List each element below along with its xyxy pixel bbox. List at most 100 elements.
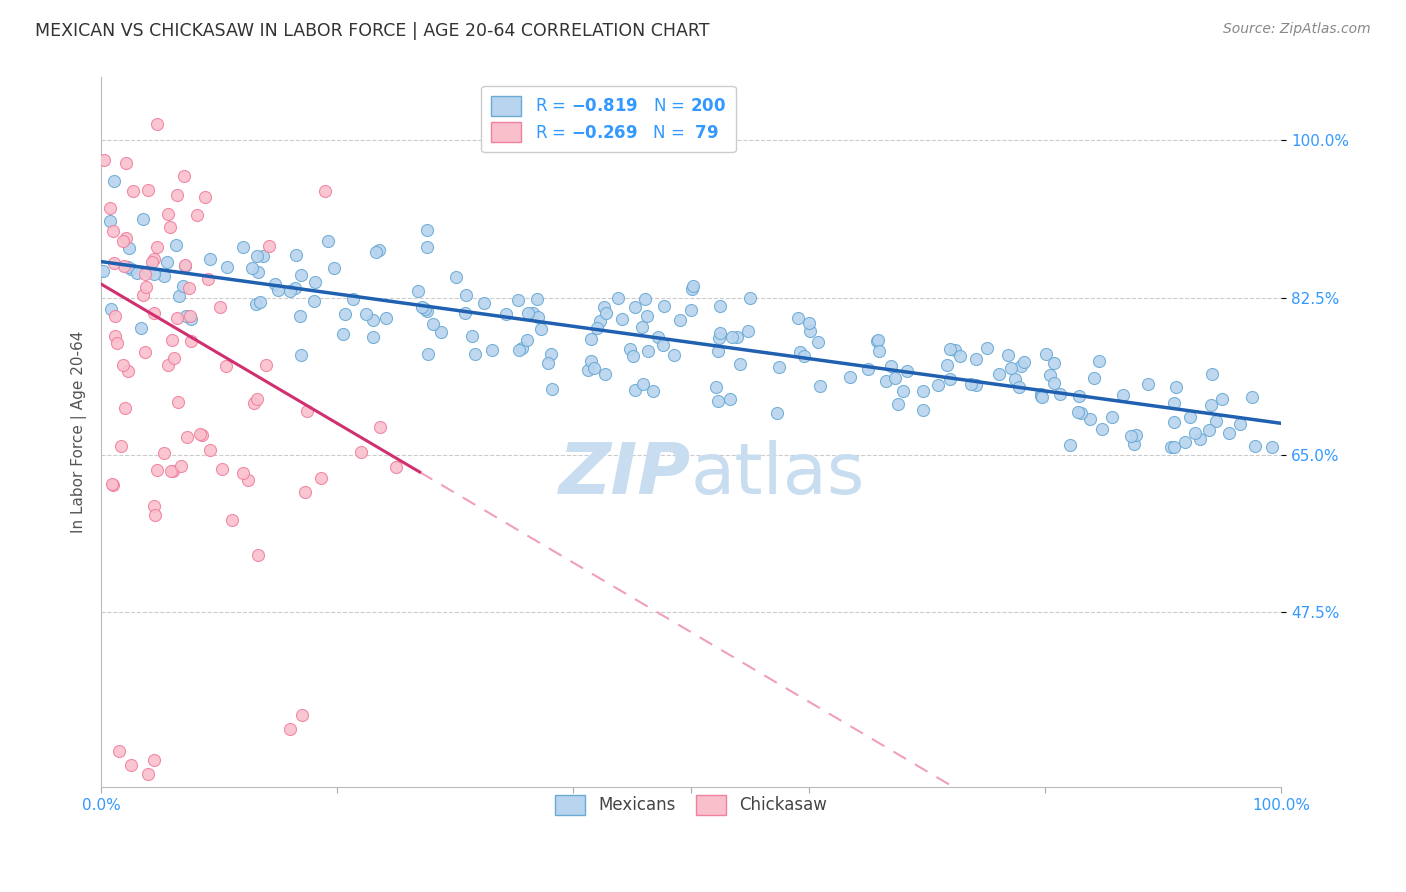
Point: [142, 252, 165, 267]
Point: [146, 240, 169, 254]
Point: [240, 260, 263, 275]
Point: [1043, 376, 1066, 390]
Point: [125, 267, 148, 281]
Point: [1211, 392, 1233, 406]
Point: [1244, 440, 1267, 454]
Point: [91, 264, 114, 278]
Point: [278, 722, 301, 736]
Point: [108, 744, 131, 758]
Point: [134, 344, 156, 359]
Point: [117, 364, 139, 378]
Point: [208, 300, 231, 314]
Point: [1163, 396, 1185, 410]
Point: [173, 258, 195, 272]
Point: [159, 220, 181, 235]
Point: [278, 285, 301, 299]
Point: [254, 358, 277, 372]
Point: [136, 183, 159, 197]
Point: [174, 260, 197, 274]
Point: [1043, 356, 1066, 370]
Point: [966, 378, 988, 392]
Point: [316, 235, 339, 249]
Point: [454, 287, 477, 301]
Point: [416, 223, 439, 237]
Point: [173, 169, 195, 184]
Point: [516, 333, 538, 347]
Point: [896, 364, 918, 378]
Point: [350, 445, 373, 459]
Point: [406, 285, 429, 299]
Point: [186, 208, 208, 222]
Point: [418, 346, 440, 360]
Point: [167, 288, 190, 302]
Point: [342, 292, 364, 306]
Point: [1004, 372, 1026, 386]
Point: [939, 342, 962, 356]
Point: [110, 438, 132, 452]
Point: [361, 330, 384, 344]
Point: [1112, 388, 1135, 402]
Point: [593, 300, 616, 314]
Point: [291, 708, 314, 723]
Point: [117, 260, 139, 275]
Point: [411, 300, 433, 314]
Point: [179, 310, 201, 324]
Point: [294, 485, 316, 500]
Point: [987, 367, 1010, 381]
Point: [1049, 386, 1071, 401]
Point: [120, 262, 142, 277]
Point: [709, 300, 731, 314]
Point: [194, 190, 217, 204]
Point: [911, 384, 934, 398]
Point: [1205, 414, 1227, 428]
Point: [838, 370, 860, 384]
Point: [156, 207, 179, 221]
Point: [252, 249, 274, 263]
Point: [163, 351, 186, 365]
Point: [143, 753, 166, 767]
Point: [246, 249, 269, 263]
Point: [1008, 380, 1031, 394]
Point: [541, 382, 564, 396]
Point: [1091, 422, 1114, 436]
Point: [1240, 391, 1263, 405]
Point: [122, 184, 145, 198]
Point: [354, 307, 377, 321]
Point: [172, 279, 194, 293]
Point: [118, 241, 141, 255]
Point: [180, 311, 202, 326]
Point: [174, 310, 197, 324]
Point: [138, 264, 160, 278]
Point: [737, 324, 759, 338]
Point: [160, 334, 183, 348]
Point: [728, 357, 751, 371]
Point: [943, 343, 966, 358]
Point: [536, 356, 558, 370]
Point: [105, 335, 128, 350]
Point: [526, 292, 548, 306]
Point: [1087, 354, 1109, 368]
Point: [249, 295, 271, 310]
Point: [1229, 417, 1251, 431]
Point: [631, 320, 654, 334]
Point: [100, 201, 122, 215]
Point: [579, 354, 602, 368]
Point: [578, 363, 600, 377]
Point: [101, 224, 124, 238]
Point: [634, 293, 657, 307]
Point: [142, 267, 165, 281]
Point: [246, 392, 269, 406]
Point: [891, 384, 914, 399]
Point: [588, 314, 610, 328]
Point: [333, 307, 356, 321]
Point: [721, 330, 744, 344]
Point: [472, 295, 495, 310]
Point: [636, 309, 658, 323]
Point: [706, 393, 728, 408]
Point: [1163, 416, 1185, 430]
Point: [682, 278, 704, 293]
Point: [1059, 438, 1081, 452]
Point: [681, 282, 703, 296]
Point: [1083, 371, 1105, 385]
Point: [309, 471, 332, 485]
